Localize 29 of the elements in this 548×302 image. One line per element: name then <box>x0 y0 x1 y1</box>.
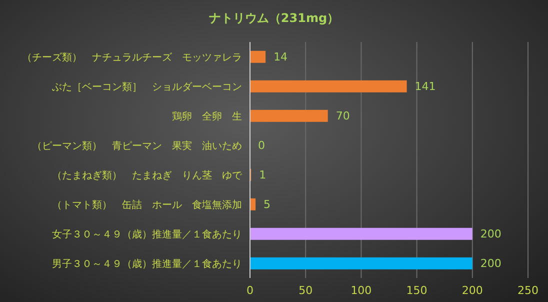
x-tick-label: 200 <box>462 284 483 297</box>
data-label: 141 <box>414 80 436 94</box>
data-label: 0 <box>258 139 265 152</box>
x-tick-label: 250 <box>518 284 538 297</box>
y-tick-label: 女子３０～４９（歳）推進量／１食あたり <box>52 228 242 240</box>
chart-title: ナトリウム（231mg） <box>208 10 340 27</box>
data-label: 14 <box>274 50 288 64</box>
x-tick-label: 0 <box>246 284 254 297</box>
bar <box>250 257 472 270</box>
bar <box>250 228 472 240</box>
bar <box>250 110 328 122</box>
bar <box>250 50 266 63</box>
x-tick-label: 50 <box>298 284 313 297</box>
x-tick-label: 150 <box>406 284 428 297</box>
data-label: 200 <box>480 257 502 270</box>
data-label: 70 <box>336 110 350 123</box>
bar <box>250 198 256 210</box>
y-tick-label: 鶏卵 全卵 生 <box>172 110 242 122</box>
y-tick-label: （たまねぎ類） たまねぎ りん茎 ゆで <box>52 169 243 182</box>
y-tick-label: ぶた［ベーコン類］ ショルダーベーコン <box>52 80 242 93</box>
y-tick-label: 男子３０～４９（歳）推進量／１食あたり <box>52 258 242 270</box>
data-label: 5 <box>264 198 271 212</box>
x-tick-label: 100 <box>350 284 372 297</box>
bar <box>250 80 407 92</box>
y-tick-label: （ピーマン類） 青ピーマン 果実 油いため <box>32 140 242 152</box>
data-label: 200 <box>480 228 502 241</box>
y-tick-label: （チーズ類） ナチュラルチーズ モッツァレラ <box>22 51 242 64</box>
data-label: 1 <box>259 168 266 182</box>
y-tick-label: （トマト類） 缶詰 ホール 食塩無添加 <box>52 198 242 211</box>
